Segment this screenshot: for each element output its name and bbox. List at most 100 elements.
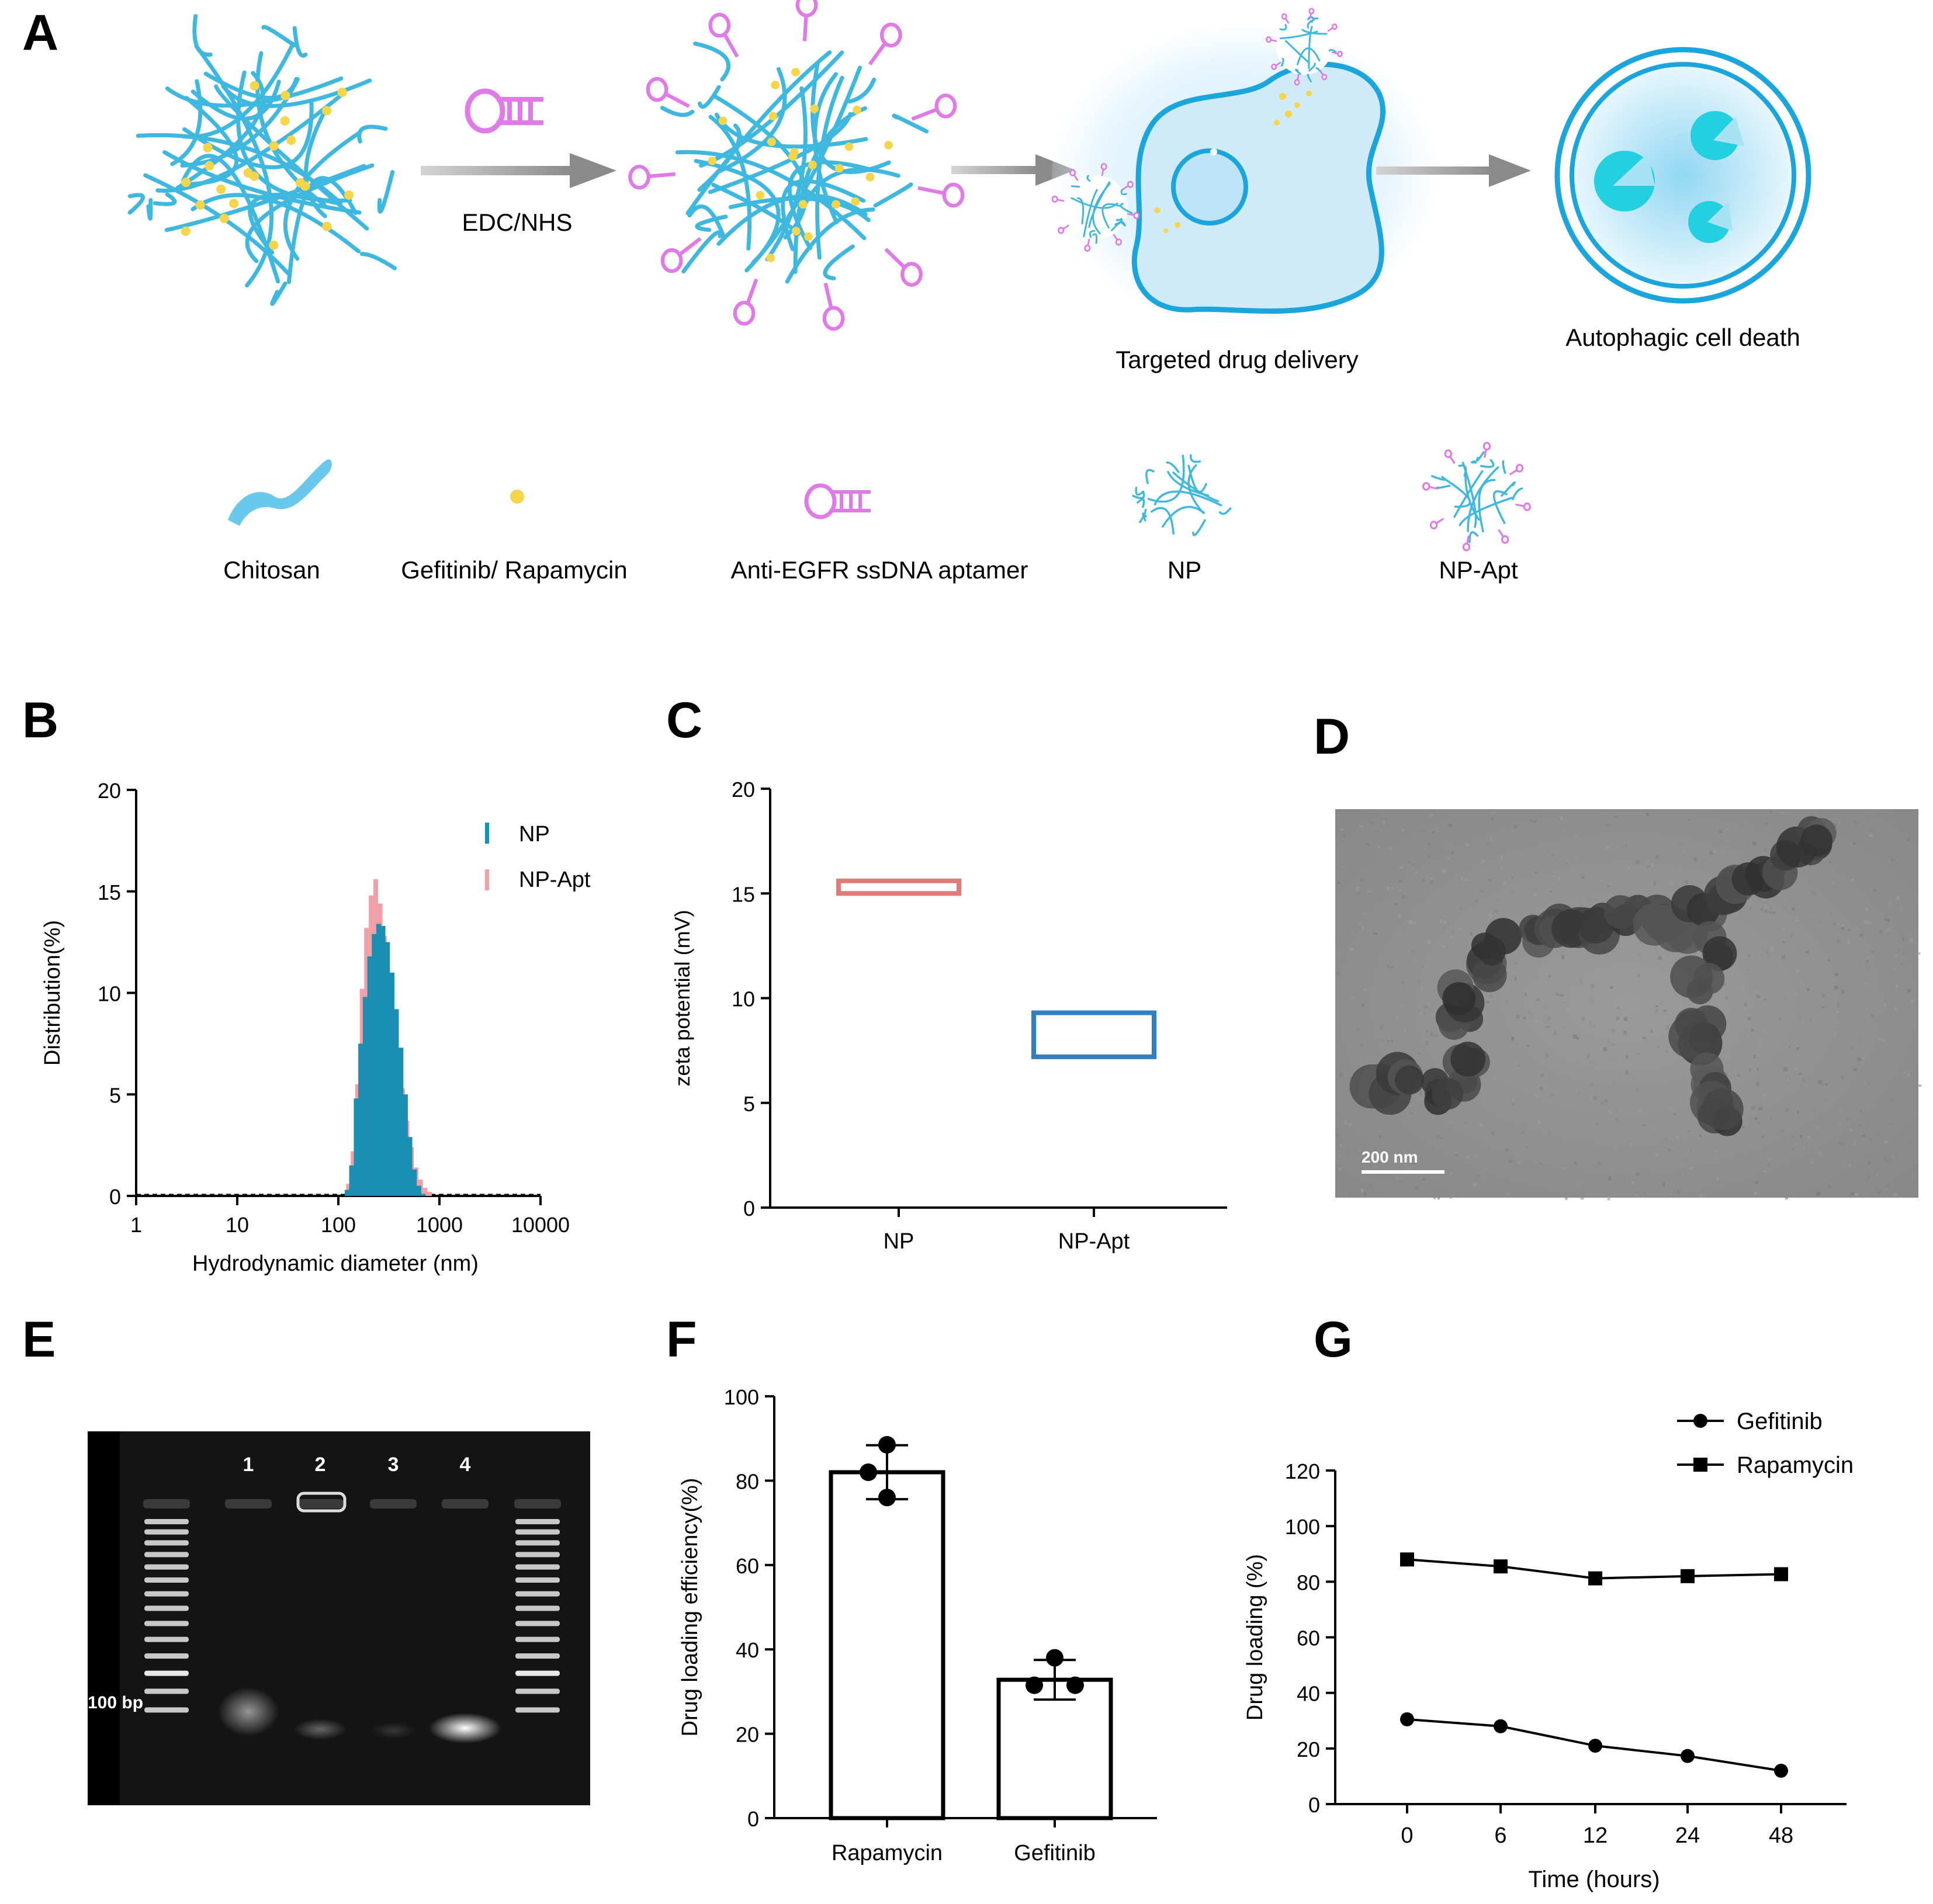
tem-grain — [1539, 1087, 1543, 1090]
tem-grain — [1406, 892, 1408, 894]
chitosan-strand — [810, 62, 891, 174]
tem-grain — [1535, 1094, 1539, 1097]
aptamer-loop — [942, 182, 965, 208]
drug-dot — [756, 190, 765, 200]
tem-grain — [1611, 958, 1613, 962]
x-tick-label: 1 — [130, 1213, 142, 1237]
tem-grain — [1868, 1161, 1871, 1165]
aptamer-loop — [660, 248, 683, 273]
bar-np — [376, 924, 381, 1196]
tem-grain — [1566, 1007, 1570, 1011]
chitosan-strand — [1111, 221, 1121, 231]
tem-grain — [1501, 855, 1503, 860]
tem-grain — [1886, 1187, 1889, 1192]
chitosan-strand — [1502, 460, 1506, 474]
x-tick-label: NP — [884, 1229, 914, 1254]
tem-grain — [1662, 1009, 1667, 1012]
ladder-band — [144, 1653, 189, 1659]
legend-swatch-np — [485, 823, 489, 844]
tem-grain — [1821, 1083, 1824, 1086]
tem-grain — [1471, 1140, 1473, 1145]
aptamer-loop — [646, 77, 668, 102]
chitosan-strand — [1280, 30, 1318, 40]
tem-grain — [1791, 1147, 1795, 1151]
tem-grain — [1475, 985, 1477, 988]
tem-grain — [1567, 1066, 1571, 1069]
legend-label-rapamycin: Rapamycin — [1737, 1452, 1854, 1478]
tem-grain — [1608, 1110, 1611, 1114]
chitosan-strand — [892, 113, 929, 134]
tem-grain — [1822, 994, 1825, 998]
y-tick-label: 100 — [724, 1385, 759, 1409]
tem-grain — [1754, 1192, 1758, 1195]
tem-grain — [1455, 1154, 1459, 1156]
aptamer-stem — [1515, 503, 1525, 508]
tem-grain — [1845, 997, 1848, 999]
tem-grain — [1369, 1184, 1372, 1187]
drug-dot — [865, 172, 875, 182]
tem-grain — [1421, 830, 1425, 833]
tem-grain — [1765, 822, 1768, 825]
tem-grain — [1897, 948, 1900, 951]
drug-dot — [300, 181, 310, 191]
tem-grain — [1723, 811, 1726, 814]
tem-grain — [1538, 878, 1540, 881]
tem-grain — [1562, 1167, 1566, 1170]
tem-grain — [1850, 1128, 1852, 1132]
tem-grain — [1828, 860, 1832, 863]
drug-dot — [269, 141, 279, 151]
tem-grain — [1841, 925, 1844, 927]
tem-grain — [1356, 887, 1359, 891]
drug-dot — [280, 91, 290, 100]
x-tick-label: 1000 — [416, 1213, 463, 1237]
tem-grain — [1627, 1176, 1630, 1178]
gel-image: 1 2 3 4 100 bp — [88, 1431, 590, 1805]
tem-grain — [1581, 1017, 1585, 1021]
tem-grain — [1857, 1057, 1862, 1062]
tem-grain — [1834, 823, 1837, 827]
tem-grain — [1643, 1168, 1647, 1171]
tem-grain — [1403, 1029, 1407, 1032]
x-tick-label: 6 — [1494, 1823, 1506, 1848]
tem-grain — [1891, 1154, 1894, 1159]
tem-grain — [1838, 821, 1841, 825]
gel-well — [297, 1499, 344, 1508]
tem-grain — [1853, 1068, 1857, 1071]
tem-grain — [1364, 1192, 1367, 1196]
y-tick-label: 0 — [747, 1807, 759, 1831]
tem-grain — [1792, 907, 1796, 911]
tem-grain — [1387, 965, 1390, 968]
tem-grain — [1430, 1032, 1433, 1036]
tem-grain — [1795, 920, 1799, 922]
tem-grain — [1886, 1184, 1890, 1188]
tem-grain — [1391, 966, 1394, 969]
tem-grain — [1610, 986, 1613, 989]
tem-grain — [1875, 1020, 1879, 1024]
chitosan-strand — [847, 77, 877, 104]
tem-grain — [1349, 1029, 1352, 1032]
tem-grain — [1907, 838, 1910, 841]
chitosan-strand — [190, 79, 281, 121]
tem-grain — [1883, 918, 1888, 921]
tem-grain — [1907, 1073, 1910, 1077]
tem-grain — [1383, 821, 1385, 825]
chitosan-strand — [127, 193, 145, 215]
tem-grain — [1877, 1037, 1881, 1042]
tem-grain — [1716, 1177, 1719, 1181]
y-tick-label: 15 — [98, 880, 121, 904]
tem-grain — [1797, 1015, 1802, 1019]
aptamer-stem — [1113, 234, 1118, 241]
tem-grain — [1395, 1177, 1399, 1179]
tem-grain — [1758, 1122, 1761, 1125]
tem-grain — [1477, 1174, 1480, 1177]
tem-grain — [1679, 843, 1682, 847]
tem-grain — [1766, 953, 1769, 957]
tem-grain — [1408, 1016, 1411, 1019]
tem-grain — [1582, 1000, 1585, 1004]
tem-grain — [1681, 1109, 1684, 1113]
tem-grain — [1859, 1109, 1862, 1113]
x-axis-label: Time (hours) — [1528, 1867, 1660, 1892]
tem-grain — [1505, 1148, 1509, 1152]
y-tick-label: 20 — [732, 778, 755, 802]
tem-grain — [1673, 1112, 1676, 1116]
